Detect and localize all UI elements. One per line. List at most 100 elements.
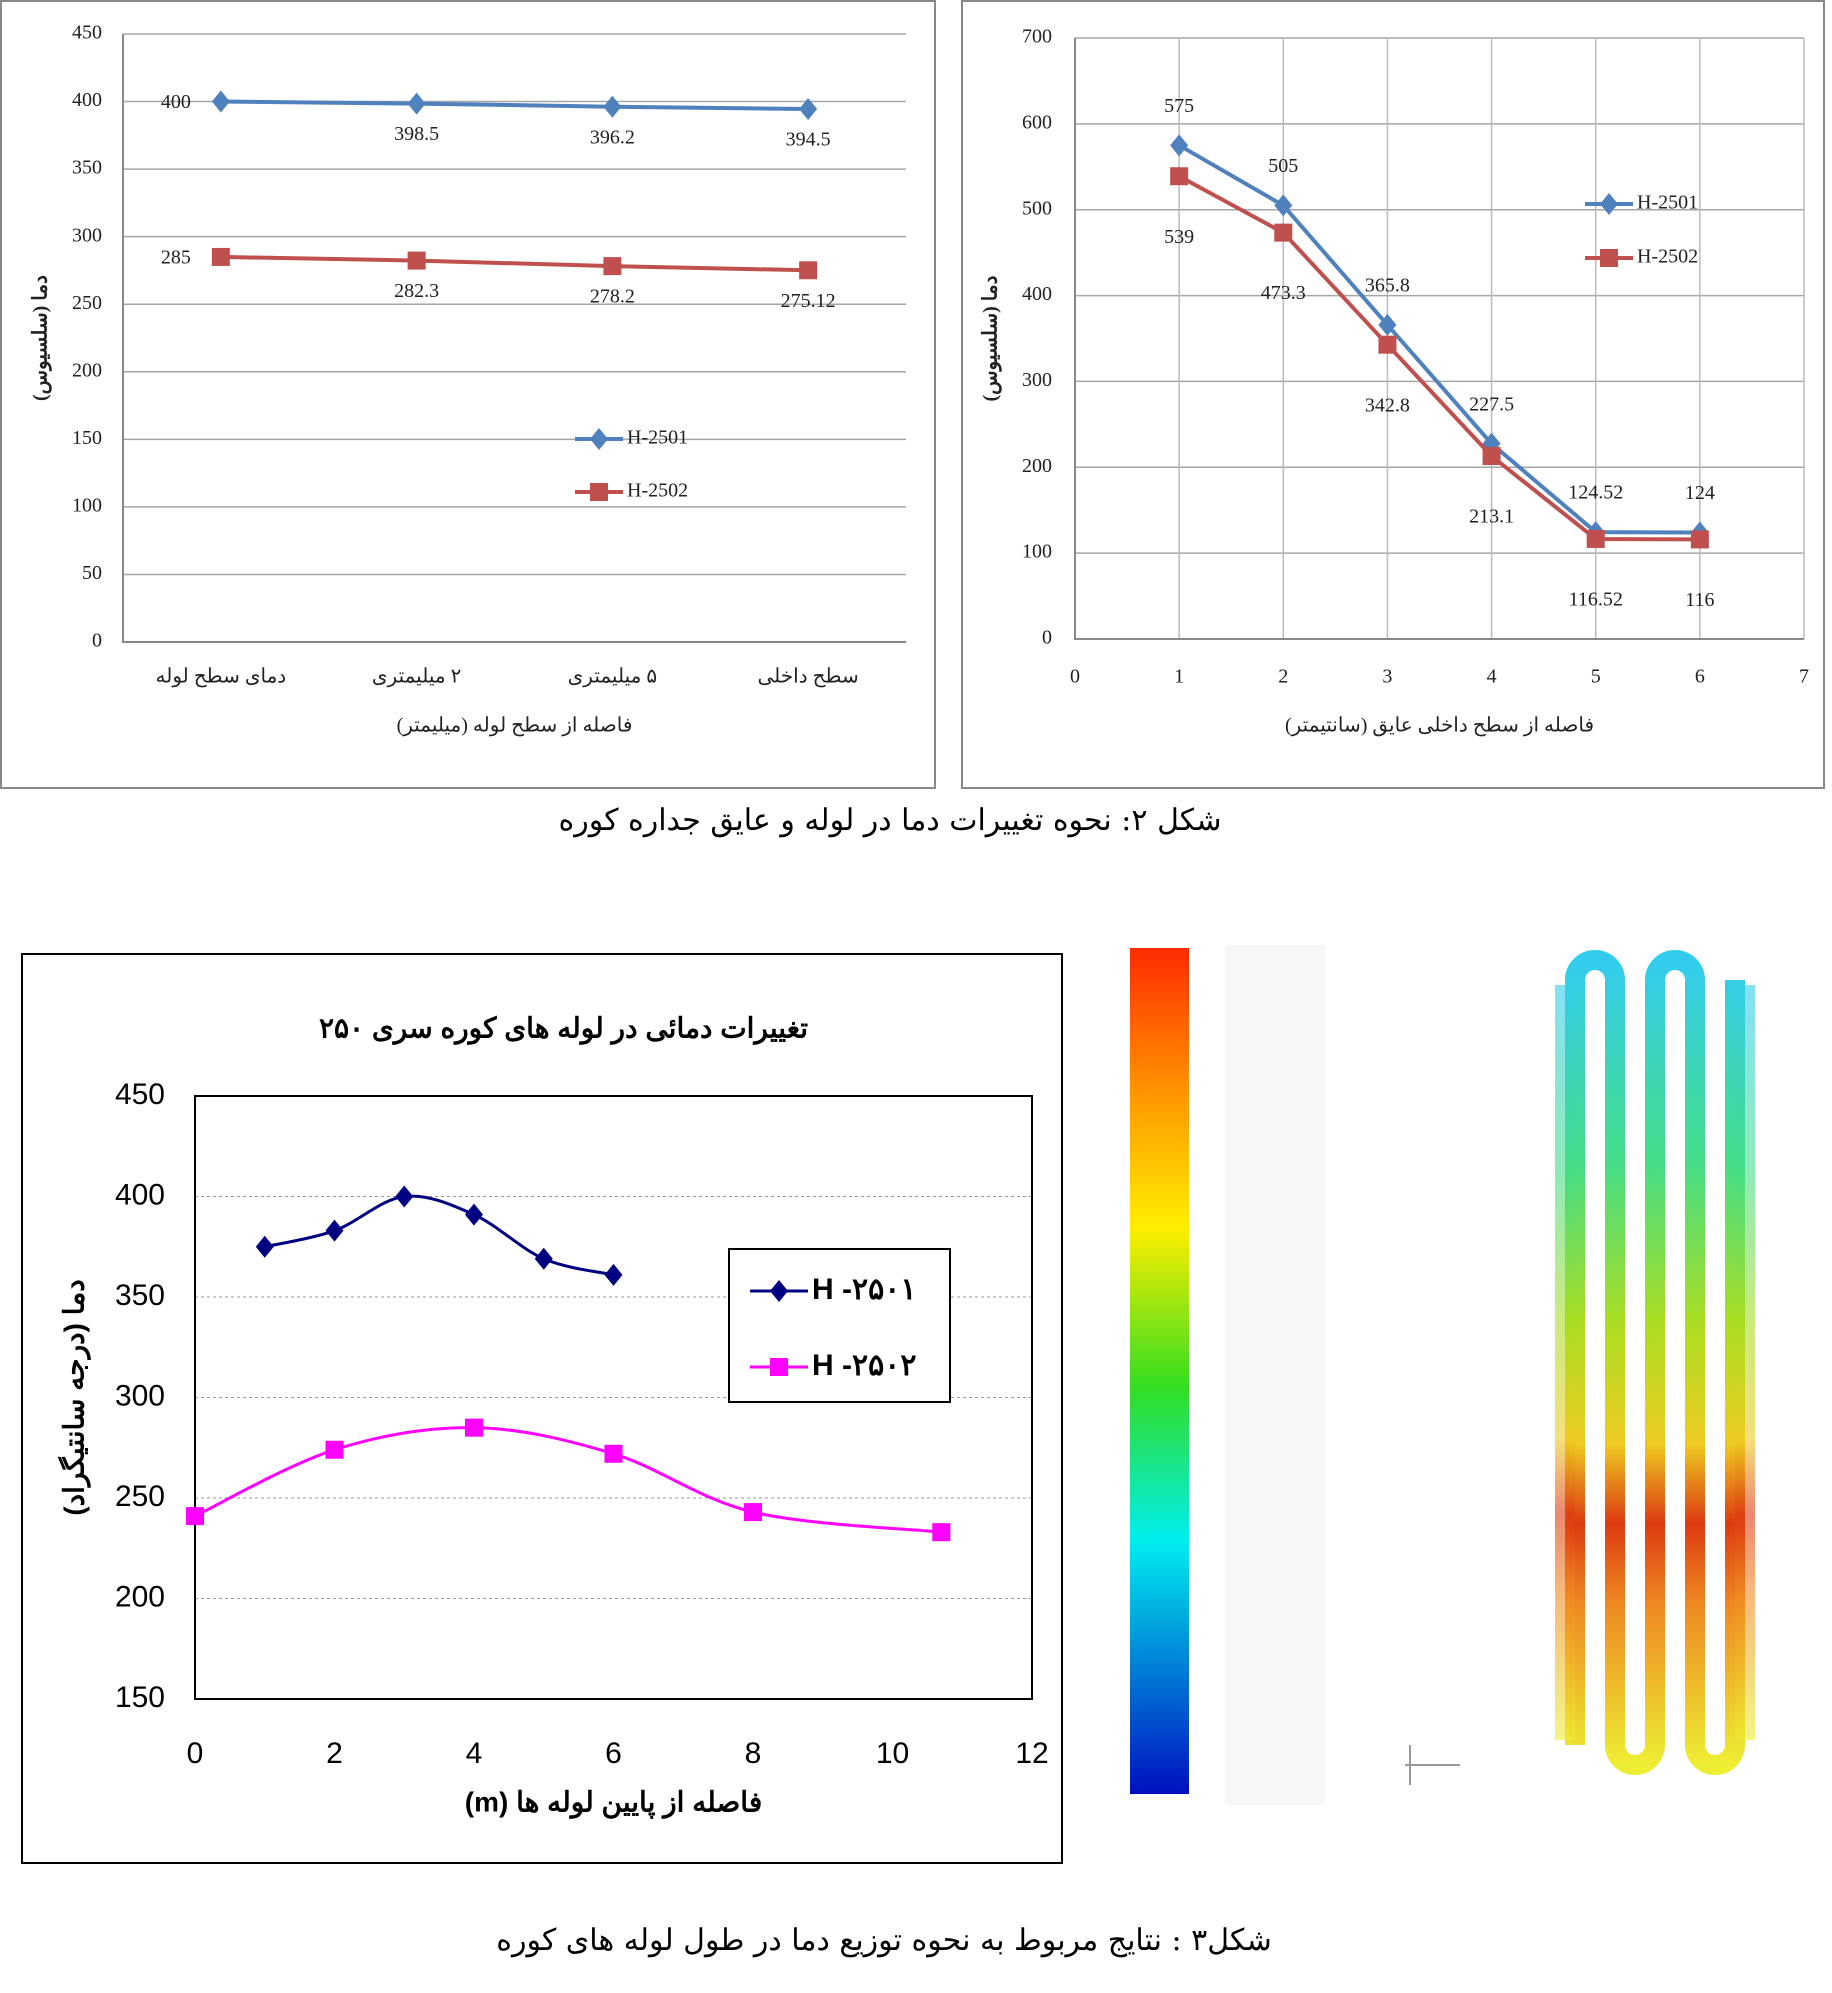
data-point: [186, 1507, 204, 1526]
series-line: [194, 1426, 942, 1534]
data-label: 275.12: [781, 290, 836, 312]
axes: [1074, 38, 1804, 640]
y-tick-label: 150: [72, 427, 102, 449]
data-label: 227.5: [1469, 393, 1514, 415]
color-scale: [1130, 948, 1189, 1794]
x-tick-label: 7: [1799, 666, 1809, 688]
series-line: [220, 99, 809, 111]
data-label: 575: [1164, 95, 1194, 117]
chart-frame: [0, 0, 936, 789]
axis-glyph: [1405, 1745, 1460, 1785]
y-tick-label: 0: [1042, 627, 1052, 649]
legend-label: H-2502: [1637, 246, 1698, 268]
legend-marker: [770, 1358, 788, 1376]
data-label: 394.5: [786, 129, 831, 151]
y-tick-label: 400: [1022, 283, 1052, 305]
data-point: [395, 1185, 414, 1208]
data-label: 124.52: [1568, 482, 1623, 504]
data-label: 398.5: [394, 123, 439, 145]
data-point: [255, 1235, 274, 1258]
y-tick-label: 600: [1022, 111, 1052, 133]
x-tick-label: 0: [187, 1737, 204, 1770]
data-point: [603, 257, 622, 276]
data-point: [465, 1203, 483, 1226]
x-tick-label: 2: [326, 1737, 343, 1770]
x-axis-label: فاصله از پایین لوله ها (m): [465, 1786, 762, 1819]
caption: شکل۳ : نتایج مربوط به نحوه توزیع دما در …: [496, 1923, 1271, 1958]
y-tick-label: 200: [115, 1580, 165, 1613]
x-tick-label: 5: [1591, 666, 1601, 688]
data-point: [1378, 335, 1397, 354]
legend-label: H-2502: [627, 480, 688, 502]
data-point: [1170, 134, 1189, 157]
data-point: [799, 97, 818, 120]
y-tick-label: 250: [115, 1480, 165, 1513]
tubes: [1555, 950, 1755, 1775]
data-point: [1170, 167, 1189, 186]
series-line: [1178, 143, 1700, 535]
legend-label: H-2501: [1637, 192, 1698, 214]
caption: شکل ۲: نحوه تغییرات دما در لوله و عایق ج…: [558, 803, 1221, 838]
data-label: 539: [1164, 226, 1194, 248]
scale-labels: [1225, 945, 1325, 1805]
x-tick-label: 3: [1382, 666, 1392, 688]
x-tick-label: 8: [745, 1737, 762, 1770]
data-point: [1482, 447, 1501, 466]
data-label: 282.3: [394, 280, 439, 302]
chart: 150 200 250 300 350 400 450 0 2 4 6 8 10 12 فاصله از پ…: [57, 1012, 1048, 1819]
data-point: [1378, 313, 1397, 336]
x-tick-label: ۵ میلیمتری: [568, 666, 657, 688]
y-tick-label: 500: [1022, 197, 1052, 219]
legend-marker: [1600, 249, 1618, 267]
axes: [122, 34, 906, 643]
y-tick-label: 300: [72, 224, 102, 246]
y-tick-label: 450: [72, 22, 102, 44]
data-point: [407, 251, 426, 270]
data-point: [932, 1523, 951, 1542]
data-label: 400: [161, 91, 191, 113]
x-tick-label: 6: [605, 1737, 622, 1770]
y-tick-label: 0: [92, 630, 102, 652]
data-label: 505: [1268, 155, 1298, 177]
legend-frame: [728, 1248, 951, 1403]
data-point: [1274, 194, 1293, 217]
data-point: [1586, 529, 1605, 548]
x-tick-label: 12: [1015, 1737, 1048, 1770]
data-label: 473.3: [1261, 282, 1306, 304]
x-tick-label: 0: [1070, 666, 1080, 688]
x-axis-label: فاصله از سطح داخلی عایق (سانتیمتر): [1285, 715, 1594, 737]
data-point: [211, 90, 230, 113]
data-label: 365.8: [1365, 275, 1410, 297]
y-axis-label: دما (سلسیوس): [30, 275, 53, 401]
x-tick-label: 6: [1695, 666, 1705, 688]
y-tick-label: 350: [115, 1279, 165, 1312]
legend-label: H-2501: [627, 427, 688, 449]
chart: 0 50 100 150 200 250 300 350 400 450 دمای سطح لوله…: [30, 22, 906, 737]
data-label: 124: [1685, 482, 1715, 504]
data-point: [211, 247, 230, 266]
x-tick-label: ۲ میلیمتری: [372, 666, 461, 688]
chart-frame: [961, 0, 1825, 789]
data-point: [407, 92, 426, 115]
y-tick-label: 400: [115, 1178, 165, 1211]
y-tick-label: 200: [72, 359, 102, 381]
data-label: 396.2: [590, 126, 635, 148]
data-point: [325, 1219, 344, 1242]
data-point: [604, 1444, 623, 1463]
data-label: 116.52: [1569, 589, 1623, 611]
data-point: [603, 95, 622, 118]
x-tick-label: 2: [1278, 666, 1288, 688]
x-tick-label: 4: [466, 1737, 483, 1770]
data-label: 116: [1685, 589, 1714, 611]
data-label: 213.1: [1469, 506, 1514, 528]
data-label: 285: [161, 247, 191, 269]
x-axis-label: فاصله از سطح لوله (میلیمتر): [397, 715, 633, 737]
data-point: [465, 1418, 483, 1437]
data-point: [799, 261, 818, 280]
plot-frame: [194, 1095, 1033, 1700]
y-tick-label: 450: [115, 1078, 165, 1111]
legend-marker: [770, 1280, 788, 1302]
legend-label: H -۲۵۰۱: [812, 1273, 916, 1306]
series-line: [264, 1194, 614, 1277]
